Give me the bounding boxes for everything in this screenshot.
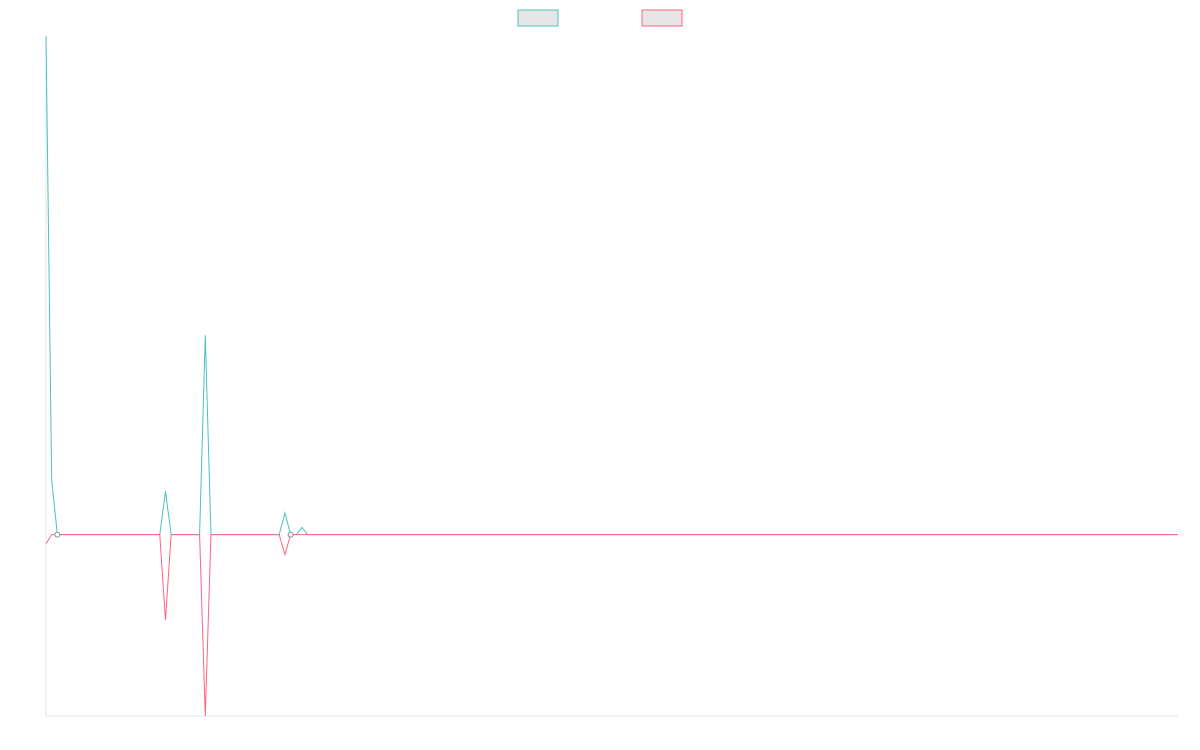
legend-swatch: [517, 9, 559, 27]
legend: [517, 9, 683, 27]
legend-swatch: [641, 9, 683, 27]
legend-item-1[interactable]: [641, 9, 683, 27]
series-1: [45, 534, 1178, 717]
series-line: [45, 534, 1178, 717]
axes: [45, 36, 1178, 717]
series-line: [45, 35, 1178, 536]
series-0: [45, 35, 1178, 536]
point-marker: [287, 531, 294, 538]
legend-item-0[interactable]: [517, 9, 559, 27]
series-layer: [45, 35, 1178, 717]
point-marker: [54, 531, 61, 538]
